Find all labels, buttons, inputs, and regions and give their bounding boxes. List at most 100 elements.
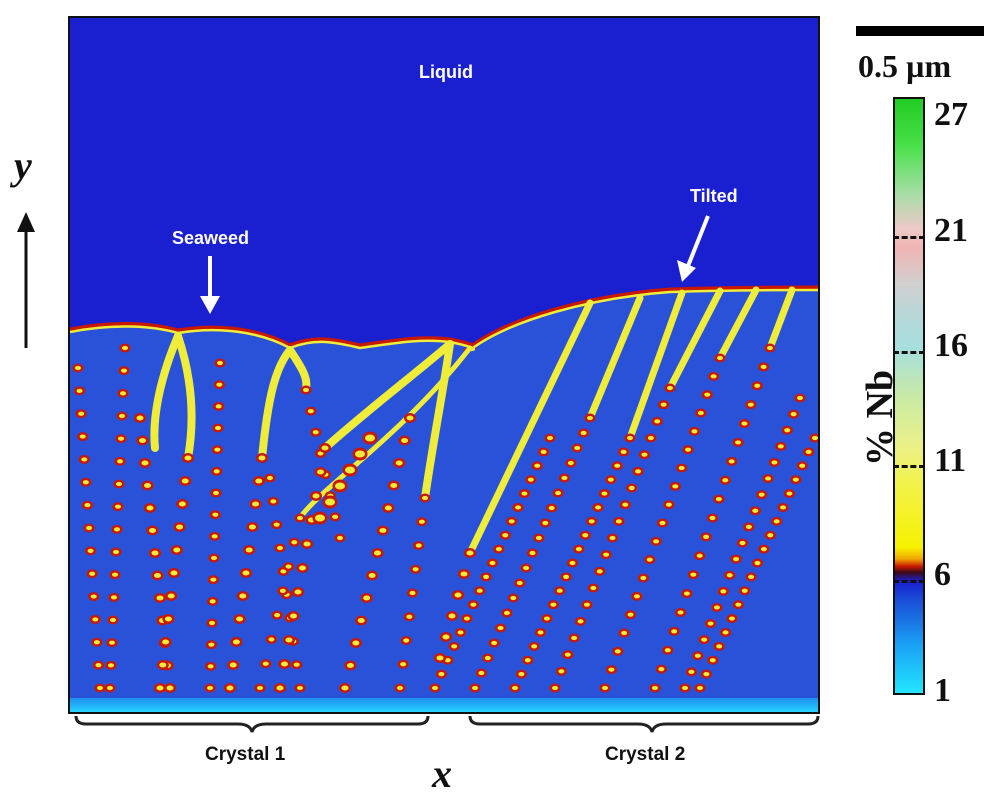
droplet (786, 491, 793, 496)
droplet (78, 411, 85, 416)
droplet (82, 480, 89, 485)
droplet (476, 588, 483, 593)
droplet (365, 434, 375, 442)
droplet (635, 469, 642, 474)
droplet (415, 543, 422, 548)
droplet (257, 685, 263, 691)
tilted-lamella (766, 286, 796, 352)
droplet (406, 614, 413, 619)
liquid-label: Liquid (419, 62, 473, 82)
droplet (664, 648, 671, 653)
droplet (792, 477, 799, 482)
droplet (550, 602, 557, 607)
droplet (384, 505, 392, 511)
droplet (726, 573, 733, 578)
seaweed-branch (150, 332, 182, 452)
crystal-1-label: Crystal 1 (205, 744, 286, 765)
droplet (89, 571, 96, 576)
droplet (701, 637, 708, 642)
droplet (442, 634, 450, 640)
droplet (777, 444, 784, 449)
droplet (571, 635, 578, 641)
droplet (747, 402, 754, 407)
droplet (535, 535, 542, 541)
droplet (122, 345, 128, 351)
droplet (555, 490, 562, 496)
tilted-lamella (586, 294, 644, 422)
droplet (451, 644, 458, 649)
droplet (390, 483, 398, 488)
droplet (672, 484, 679, 489)
droplet (136, 415, 144, 421)
droplet (337, 535, 343, 541)
droplet (564, 652, 571, 657)
droplet (176, 524, 184, 530)
droplet (690, 572, 697, 577)
seaweed-branch (258, 346, 294, 462)
crystal-2-bracket (468, 715, 820, 733)
droplet (529, 550, 536, 556)
droplet (293, 662, 300, 667)
seaweed-branch (174, 332, 196, 462)
droplet (110, 617, 116, 623)
droplet (620, 449, 627, 454)
microstructure-image (70, 18, 818, 712)
droplet (745, 524, 752, 529)
colorbar-tick-label: 27 (934, 96, 968, 133)
droplet (281, 661, 288, 667)
droplet (508, 519, 515, 524)
droplet (217, 360, 223, 366)
droplet (497, 625, 504, 631)
droplet (119, 413, 125, 419)
droplet (797, 395, 803, 401)
droplet (691, 429, 698, 434)
droplet (658, 667, 665, 672)
droplet (489, 560, 496, 566)
droplet (436, 655, 444, 661)
droplet (317, 451, 324, 456)
droplet (352, 640, 360, 646)
droplet (156, 595, 164, 601)
droplet (95, 663, 102, 668)
droplet (614, 649, 621, 654)
droplet (540, 449, 547, 454)
droplet (144, 483, 151, 488)
droplet (332, 514, 339, 519)
droplet (93, 640, 100, 645)
droplet (735, 440, 742, 445)
solid-liquid-interface (70, 285, 818, 351)
droplet (207, 685, 213, 691)
droplet (276, 685, 284, 691)
droplet (733, 557, 740, 562)
droplet (397, 685, 403, 691)
droplet (86, 525, 92, 531)
colorbar-tick-label: 21 (934, 212, 968, 249)
droplet (236, 616, 244, 622)
droplet (790, 412, 797, 417)
droplet (765, 476, 772, 481)
droplet (484, 655, 491, 661)
simulation-panel: Liquid Seaweed Tilted (68, 16, 820, 714)
droplet (683, 591, 690, 596)
scale-bar-label: 0.5 µm (858, 48, 952, 84)
droplet (523, 565, 530, 571)
droplet (303, 541, 311, 547)
droplet (156, 685, 164, 691)
droplet (491, 640, 498, 646)
droplet (704, 392, 711, 397)
droplet (341, 685, 349, 691)
droplet (374, 550, 381, 556)
droplet (717, 355, 723, 361)
droplet (252, 501, 260, 507)
droplet (229, 662, 237, 668)
droplet (87, 548, 94, 553)
droplet (660, 402, 667, 407)
droplet (262, 661, 269, 666)
droplet (92, 617, 99, 622)
droplet (113, 549, 119, 555)
droplet (279, 588, 286, 593)
droplet (713, 605, 720, 610)
droplet (696, 553, 703, 558)
droplet (108, 663, 114, 668)
droplet (146, 505, 154, 511)
